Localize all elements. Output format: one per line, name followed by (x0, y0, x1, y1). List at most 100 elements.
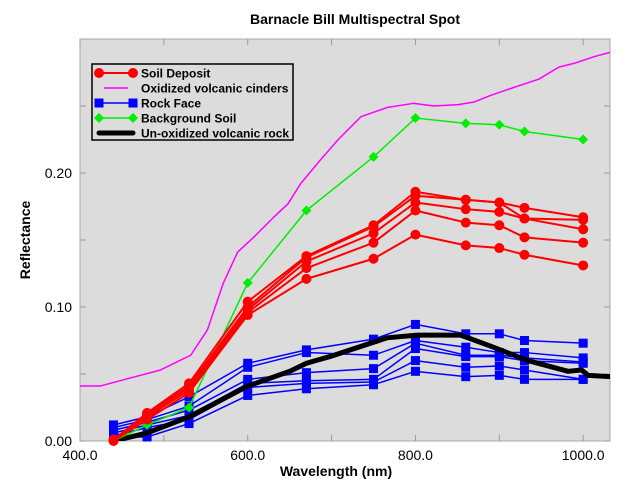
legend-label: Un-oxidized volcanic rock (141, 127, 289, 141)
data-point (369, 364, 379, 374)
data-point (461, 372, 471, 382)
y-axis-label: Reflectance (17, 200, 33, 279)
data-point (368, 237, 379, 248)
data-point (494, 220, 505, 231)
data-point (410, 319, 420, 329)
legend-item: Background Soil (94, 112, 236, 126)
data-point (301, 348, 311, 358)
data-point (494, 243, 505, 254)
data-point (519, 374, 529, 384)
data-point (410, 356, 420, 366)
data-point (578, 237, 589, 248)
data-point (519, 202, 530, 213)
data-point (243, 362, 253, 372)
data-point (301, 368, 311, 378)
x-tick-label: 600.0 (230, 447, 265, 463)
data-point (519, 336, 529, 345)
data-point (410, 338, 420, 348)
y-tick-label: 0.00 (45, 433, 72, 449)
data-point (494, 361, 504, 371)
x-tick-label: 400.0 (62, 447, 97, 463)
data-point (519, 365, 529, 375)
data-point (184, 387, 195, 398)
data-point (460, 240, 471, 251)
legend-box (91, 63, 294, 141)
x-axis-label: Wavelength (nm) (280, 463, 392, 479)
data-point (578, 338, 588, 348)
legend-item: Oxidized volcanic cinders (104, 82, 289, 96)
series-layer (80, 51, 610, 446)
data-point (242, 277, 253, 288)
data-point (494, 197, 505, 208)
data-point (368, 228, 379, 239)
y-tick-label: 0.10 (45, 299, 72, 315)
soil-deposit-series (108, 205, 589, 445)
data-point (410, 344, 420, 354)
data-point (369, 334, 379, 344)
legend-marker (128, 113, 138, 123)
data-point (410, 205, 421, 216)
oxidized-cinders-series (80, 51, 610, 387)
data-point (242, 310, 253, 321)
data-point (578, 224, 589, 235)
legend-marker (128, 98, 138, 108)
data-point (519, 348, 529, 358)
data-point (410, 197, 421, 208)
legend-item: Rock Face (94, 97, 201, 111)
legend-marker (94, 68, 104, 78)
x-tick-label: 800.0 (398, 447, 433, 463)
data-point (494, 119, 505, 130)
data-point (184, 402, 195, 413)
legend-marker (94, 98, 104, 108)
data-point (368, 253, 379, 264)
axis-ticks: 400.0 600.0 800.0 1000.0 0.00 0.10 0.20 (45, 39, 610, 463)
legend-label: Soil Deposit (141, 67, 210, 81)
data-point (301, 273, 312, 284)
data-point (578, 358, 588, 368)
data-point (410, 229, 421, 240)
legend-label: Oxidized volcanic cinders (141, 82, 289, 96)
data-point (369, 380, 379, 390)
data-point (461, 352, 471, 362)
data-point (460, 194, 471, 205)
unoxidized-rock-line (111, 332, 610, 441)
data-point (578, 134, 589, 145)
data-point (301, 263, 312, 274)
chart-title: Barnacle Bill Multispectral Spot (250, 11, 460, 27)
data-point (460, 217, 471, 228)
legend-item: Soil Deposit (94, 67, 210, 81)
oxidized-cinders-line (80, 51, 610, 387)
data-point (494, 352, 504, 362)
data-point (578, 214, 589, 225)
data-point (410, 113, 421, 124)
legend-label: Rock Face (141, 97, 201, 111)
data-point (243, 390, 253, 400)
data-point (460, 204, 471, 215)
data-point (494, 370, 504, 380)
data-point (519, 213, 530, 224)
legend-item: Un-oxidized volcanic rock (96, 127, 289, 141)
data-point (460, 118, 471, 129)
data-point (142, 432, 152, 442)
x-tick-label: 1000.0 (562, 447, 605, 463)
data-point (461, 342, 471, 352)
data-point (368, 151, 379, 162)
data-point (410, 366, 420, 376)
data-point (461, 329, 471, 339)
legend-marker (128, 68, 138, 78)
data-point (494, 206, 505, 217)
data-point (184, 419, 194, 429)
data-point (519, 232, 530, 243)
data-point (369, 350, 379, 360)
legend-marker (94, 113, 104, 123)
data-point (301, 384, 311, 394)
rock-face-series (109, 366, 588, 442)
data-point (301, 205, 312, 216)
data-point (519, 249, 530, 260)
data-point (301, 378, 311, 388)
legend-label: Background Soil (141, 112, 236, 126)
data-point (578, 260, 589, 271)
unoxidized-rock-series (111, 332, 610, 441)
